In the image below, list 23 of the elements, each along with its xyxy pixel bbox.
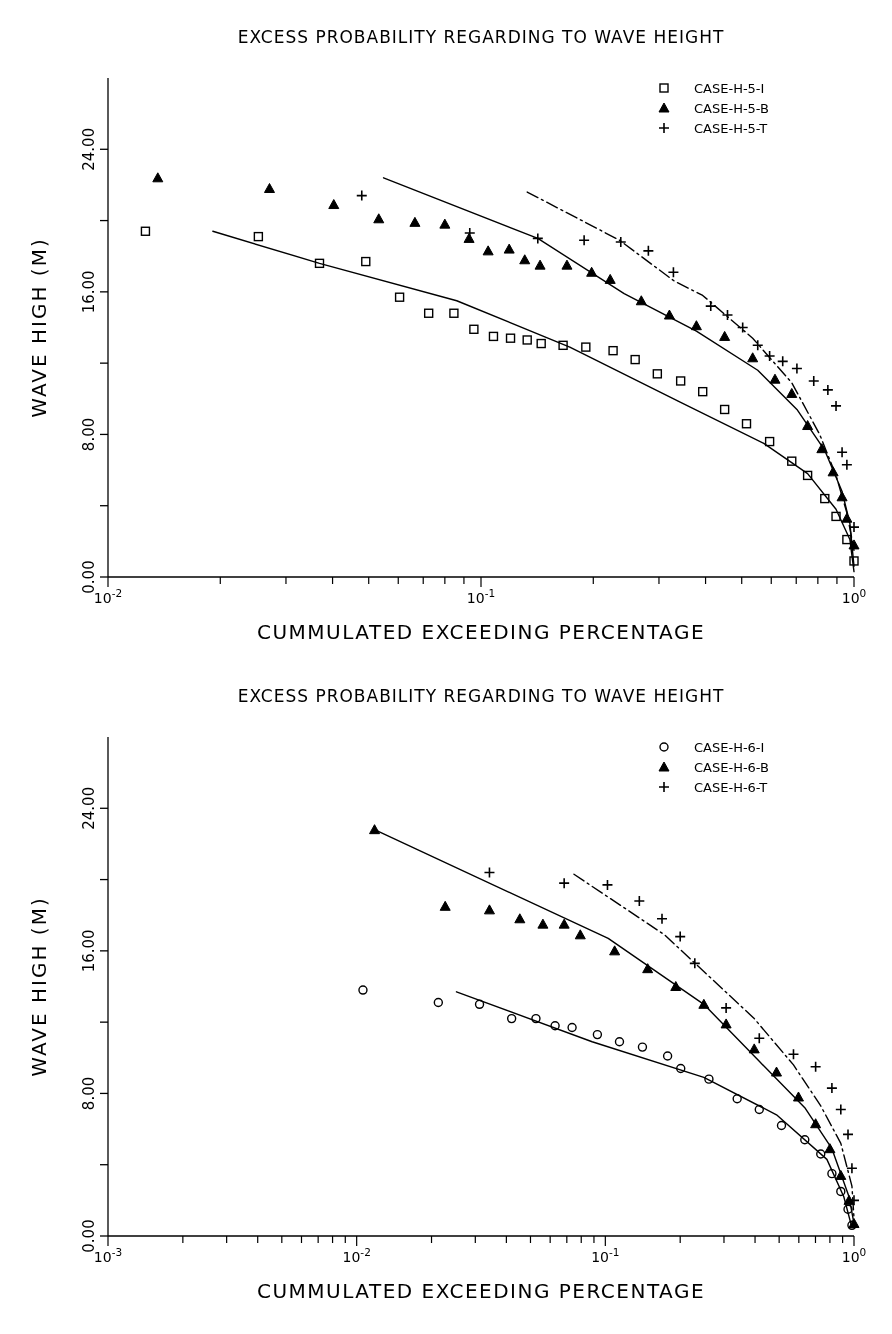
x-tick-label: 10$^{-1}$ (466, 587, 496, 606)
y-tick-label: 8.00 (80, 1076, 98, 1111)
x-axis-title: CUMMULATED EXCEEDING PERCENTAGE (256, 620, 706, 644)
legend-label: CASE-H-6-I (694, 740, 765, 755)
x-axis-title: CUMMULATED EXCEEDING PERCENTAGE (256, 1279, 706, 1303)
legend-label: CASE-H-5-T (694, 121, 768, 136)
x-tick-label: 10$^{-1}$ (591, 1246, 620, 1265)
legend-label: CASE-H-5-B (694, 101, 770, 116)
legend-label: CASE-H-6-T (694, 780, 768, 795)
chart-title: EXCESS PROBABILITY REGARDING TO WAVE HEIGHT (237, 686, 725, 706)
y-axis-title: WAVE HIGH (M) (27, 237, 51, 418)
legend-label: CASE-H-5-I (694, 81, 765, 96)
y-tick-label: 16.00 (80, 270, 98, 314)
x-tick-label: 10$^{0}$ (841, 1246, 867, 1265)
x-tick-label: 10$^{-2}$ (342, 1246, 371, 1265)
chart-title: EXCESS PROBABILITY REGARDING TO WAVE HEIGHT (237, 27, 725, 47)
y-tick-label: 24.00 (80, 127, 98, 171)
y-axis-title: WAVE HIGH (M) (27, 896, 51, 1077)
legend-label: CASE-H-6-B (694, 760, 770, 775)
y-tick-label: 8.00 (80, 417, 98, 452)
y-tick-label: 24.00 (80, 786, 98, 830)
y-tick-label: 16.00 (80, 929, 98, 973)
x-tick-label: 10$^{0}$ (841, 587, 867, 606)
